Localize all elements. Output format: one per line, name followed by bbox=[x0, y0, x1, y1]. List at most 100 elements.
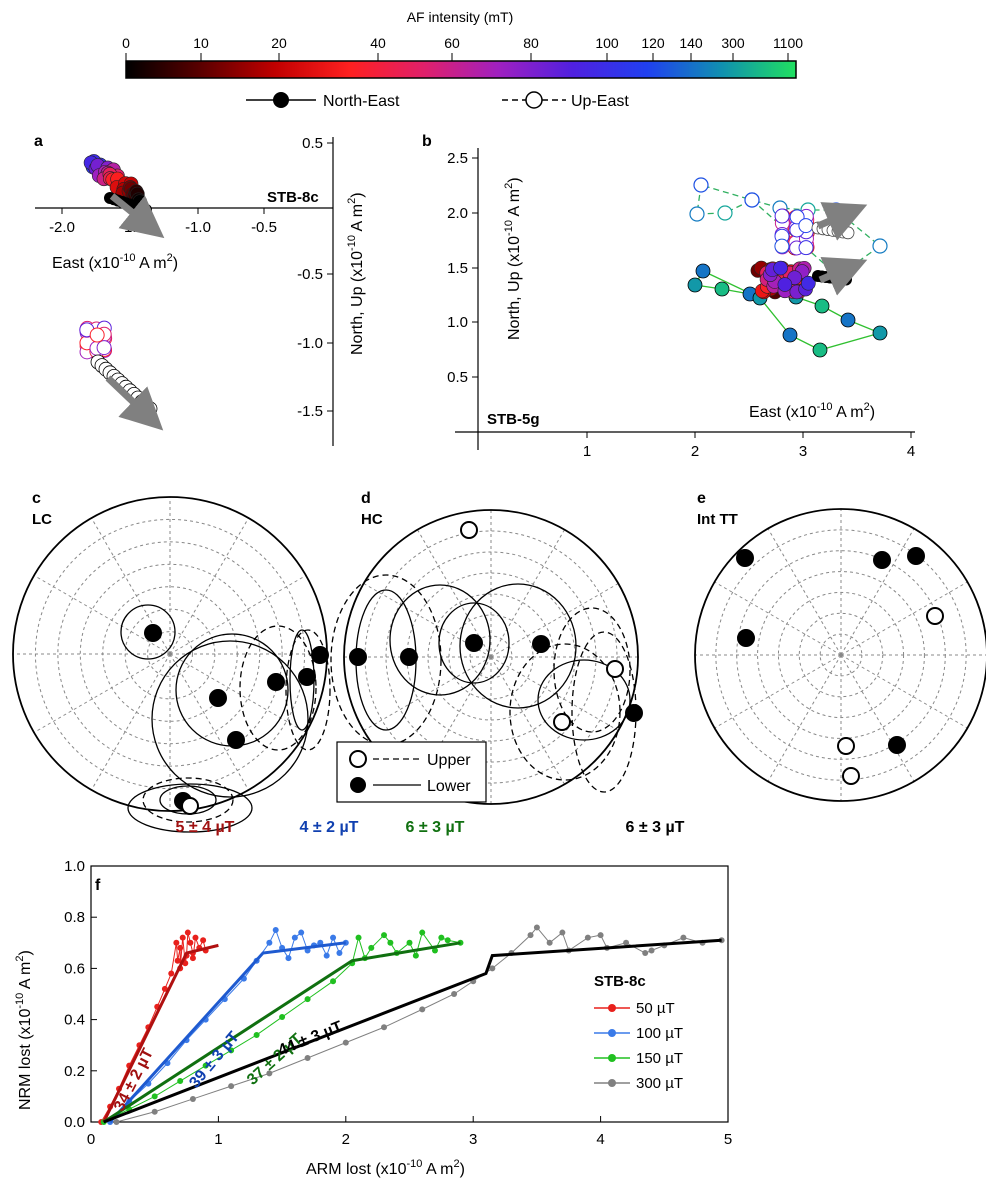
panel-a-x-tick-label: -0.5 bbox=[251, 219, 277, 236]
colorbar-tick-label: 60 bbox=[444, 35, 460, 51]
stereonet-upper-point bbox=[842, 767, 860, 785]
panel-f-annotation: 6 ± 3 µT bbox=[626, 819, 685, 836]
stereonet-lower-point bbox=[736, 549, 754, 567]
panel-a-y-label: North, Up (x10-10 A m2) bbox=[346, 192, 366, 355]
panel-f-x-tick-label: 0 bbox=[87, 1131, 95, 1148]
panel-b-ne-point bbox=[695, 263, 711, 279]
panel-f-series-line bbox=[116, 926, 722, 1123]
panel-f-data-point bbox=[189, 1095, 196, 1102]
panel-f-data-point bbox=[451, 991, 458, 997]
stereonet-lower-point bbox=[209, 689, 227, 707]
panel-f-x-tick-label: 2 bbox=[342, 1131, 350, 1148]
panel-b-ne-point bbox=[777, 277, 793, 292]
panel-f-data-point bbox=[381, 932, 388, 939]
panel-b-ne-point bbox=[872, 325, 888, 341]
panel-f-y-ticks: 0.0 0.2 0.4 0.6 0.8 1.0 bbox=[64, 858, 97, 1131]
panel-b-ue-point bbox=[798, 218, 814, 234]
legend-upper-marker bbox=[349, 750, 367, 768]
panel-b-ne-point bbox=[801, 275, 816, 291]
legend-up-east: Up-East bbox=[502, 91, 629, 110]
stereonet-grid-ring bbox=[798, 612, 884, 698]
panel-e-title: Int TT bbox=[697, 511, 738, 528]
stereonet-outline bbox=[343, 509, 639, 805]
stereonet-grid-spoke bbox=[33, 653, 171, 733]
panel-f-annotation: 5 ± 4 µT bbox=[176, 819, 235, 836]
panel-b-ne-point bbox=[840, 273, 852, 286]
panel-f-data-point bbox=[179, 934, 186, 941]
stereonet-lower-point bbox=[298, 668, 316, 686]
panel-f-x-tick-label: 4 bbox=[596, 1131, 604, 1148]
panel-f-data-point bbox=[355, 934, 362, 941]
panel-f-letter: f bbox=[95, 877, 101, 894]
panel-f-data-point bbox=[342, 1039, 349, 1046]
stereonet-lower-point bbox=[907, 547, 925, 565]
stereonet-confidence-circle bbox=[553, 607, 631, 733]
stereonet-confidence-circle bbox=[151, 640, 309, 798]
legend-lower-label: Lower bbox=[427, 778, 471, 795]
panel-f-data-point bbox=[680, 934, 687, 941]
colorbar bbox=[125, 60, 797, 79]
panel-a-y-ticks: 0.5 -0.5 -1.0 -1.5 bbox=[297, 135, 333, 420]
panel-f-fit-line bbox=[103, 938, 722, 1124]
stereonet-upper-point bbox=[926, 607, 944, 625]
panel-b-x-tick-label: 2 bbox=[691, 443, 699, 460]
panel-f-data-point bbox=[174, 957, 181, 964]
panel-f-data-point bbox=[177, 1078, 184, 1085]
panel-b-x-tick-label: 4 bbox=[907, 443, 915, 460]
panel-f-data-point bbox=[419, 929, 426, 936]
panel-f-y-tick-label: 0.0 bbox=[64, 1114, 85, 1131]
panel-b-ne-point bbox=[814, 298, 830, 314]
panel-a-x-tick-label: -2.0 bbox=[49, 219, 75, 236]
stereonet-lower-point bbox=[888, 736, 906, 754]
panel-b-ne-point bbox=[840, 312, 856, 328]
panel-f-data-point bbox=[272, 927, 279, 933]
panel-b-arrow bbox=[816, 202, 868, 241]
panel-a-arrow bbox=[105, 375, 164, 431]
stereonet-grid-spoke bbox=[91, 653, 171, 791]
panel-b-ne-point bbox=[812, 342, 828, 358]
stereonet-grid-spoke bbox=[33, 575, 171, 655]
colorbar-tick-label: 300 bbox=[721, 35, 745, 51]
panel-b-y-tick-label: 0.5 bbox=[447, 369, 468, 386]
stereonet-confidence-circle bbox=[127, 783, 253, 833]
panel-b-ue-point bbox=[744, 192, 760, 208]
stereonet-grid-ring bbox=[757, 571, 925, 739]
stereonet-upper-point bbox=[553, 713, 571, 731]
stereonet-lower-point bbox=[465, 634, 483, 652]
panel-d-title: HC bbox=[361, 511, 383, 528]
panel-f-series-line bbox=[109, 928, 347, 1123]
panel-f-legend-marker bbox=[608, 1029, 616, 1037]
colorbar-ticks: 0 10 20 40 60 80 100 120 140 300 1100 bbox=[122, 35, 803, 61]
panel-f-data-point bbox=[304, 996, 311, 1003]
colorbar-tick-label: 0 bbox=[122, 35, 130, 51]
panel-b-x-tick-label: 3 bbox=[799, 443, 807, 460]
panel-f-data-point bbox=[304, 1055, 311, 1061]
panel-f-data-point bbox=[489, 965, 496, 972]
panel-f-legend-marker bbox=[608, 1054, 616, 1062]
panel-a-sample: STB-8c bbox=[267, 189, 319, 206]
stereonet-lower-point bbox=[737, 629, 755, 647]
panel-f-data-point bbox=[285, 955, 292, 962]
panel-a-x-ticks: -2.0 -1.5 -1.0 -0.5 bbox=[49, 208, 277, 236]
panel-f-y-label: NRM lost (x10-10 A m2) bbox=[14, 950, 34, 1110]
panel-f-data-point bbox=[189, 955, 196, 962]
colorbar-tick-label: 80 bbox=[523, 35, 539, 51]
panel-f-fit-line bbox=[102, 941, 461, 1124]
panel-f-annotation: 4 ± 2 µT bbox=[300, 819, 359, 836]
panel-f-data-point bbox=[266, 1070, 273, 1077]
legend-lower-marker bbox=[350, 777, 366, 793]
panel-f-data-point bbox=[419, 1006, 426, 1013]
stereonet-grid-spoke bbox=[490, 656, 565, 785]
stereonet-outline bbox=[694, 508, 986, 802]
legend-upper-label: Upper bbox=[427, 752, 471, 769]
stereonet-grid-spoke bbox=[767, 528, 842, 656]
panel-f-data-point bbox=[597, 932, 604, 939]
panel-b-ne-point bbox=[782, 327, 798, 343]
stereonet-lower-point bbox=[349, 648, 367, 666]
panel-f-data-point bbox=[642, 950, 649, 957]
stereonet-grid-spoke bbox=[490, 583, 619, 658]
stereonet-confidence-circle bbox=[239, 625, 317, 751]
panel-a-ue-point bbox=[89, 327, 105, 343]
panel-a-x-label: East (x10-10 A m2) bbox=[52, 252, 178, 272]
panel-f-data-point bbox=[623, 939, 630, 946]
